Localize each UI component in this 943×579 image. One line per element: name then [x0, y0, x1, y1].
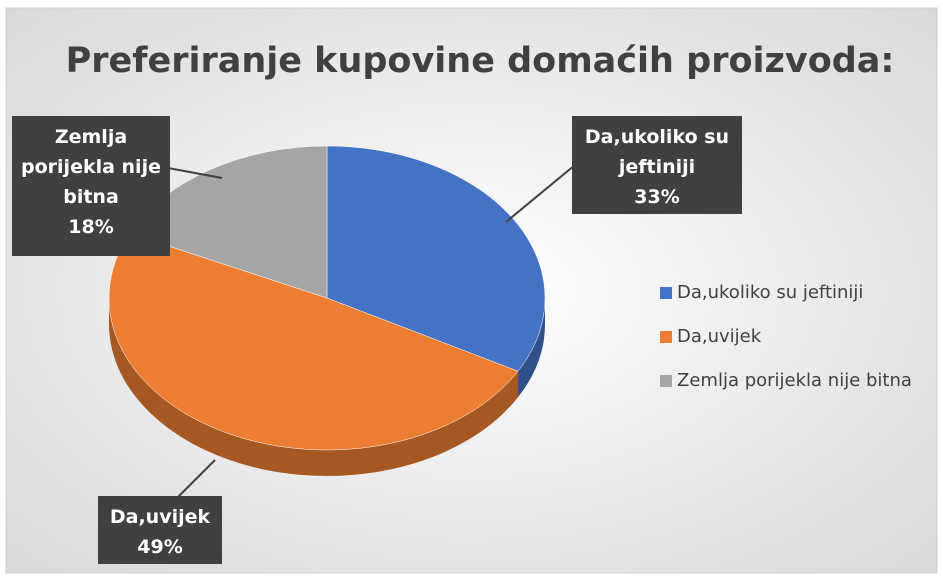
slice-side — [518, 298, 545, 398]
legend-label: Zemlja porijekla nije bitna — [677, 370, 912, 391]
leader-line — [505, 164, 576, 223]
pie — [108, 145, 546, 476]
data-label-value: 33% — [634, 186, 680, 208]
legend-label: Da,ukoliko su jeftiniji — [677, 282, 864, 303]
legend-swatch — [660, 330, 672, 343]
slice — [108, 232, 519, 451]
legend-item: Da,uvijek — [660, 326, 761, 347]
slice-side — [109, 298, 519, 476]
legend-label: Da,uvijek — [677, 326, 762, 347]
data-label-value: 49% — [137, 536, 183, 558]
chart-title: Preferiranje kupovine domaćih proizvoda: — [66, 41, 895, 81]
leader-line — [167, 167, 223, 179]
data-label: Zemlja porijekla nije bitna 18% — [12, 116, 170, 256]
legend-swatch — [660, 286, 672, 299]
slice — [326, 145, 546, 372]
data-label-value: 18% — [68, 216, 114, 238]
data-label: Da,ukoliko su jeftiniji 33% — [572, 116, 742, 214]
legend-item: Zemlja porijekla nije bitna — [660, 370, 912, 391]
data-label-name: Zemlja porijekla nije bitna — [21, 126, 161, 208]
legend-item: Da,ukoliko su jeftiniji — [660, 282, 863, 303]
data-label: Da,uvijek 49% — [98, 496, 222, 564]
legend-swatch — [660, 374, 672, 387]
data-label-name: Da,uvijek — [109, 506, 211, 528]
data-label-name: Da,ukoliko su jeftiniji — [584, 126, 730, 178]
